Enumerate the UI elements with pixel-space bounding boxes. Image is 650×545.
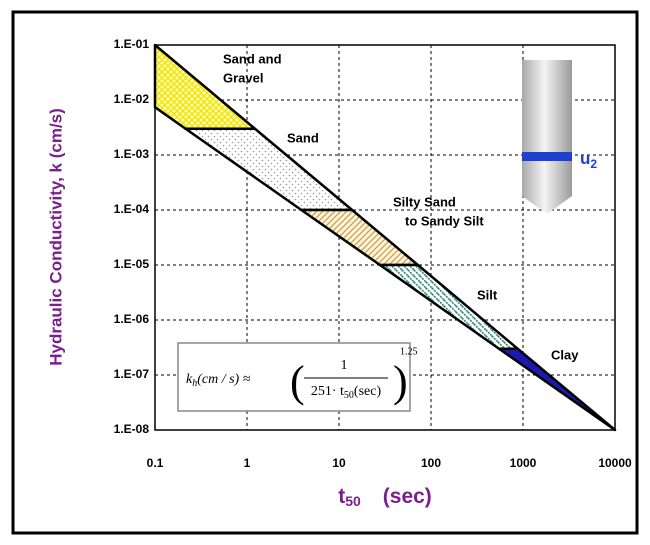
y-tick-label: 1.E-03 <box>114 147 150 161</box>
y-tick-label: 1.E-08 <box>114 422 150 436</box>
probe-body <box>522 60 572 196</box>
paren-left: ( <box>290 357 305 406</box>
y-axis-label: Hydraulic Conductivity, k (cm/s) <box>46 108 65 366</box>
y-tick-label: 1.E-06 <box>114 312 150 326</box>
zone-label: Sand and <box>223 51 282 66</box>
paren-right: ) <box>393 357 408 406</box>
x-tick-label: 10 <box>332 456 346 470</box>
zone-label: Gravel <box>223 70 263 85</box>
formula-numerator: 1 <box>341 358 348 373</box>
formula-box: kh(cm / s) ≈ ( ) 1 251· t50(sec) 1.25 <box>178 343 418 411</box>
y-tick-label: 1.E-07 <box>114 367 150 381</box>
zone-label: to Sandy Silt <box>405 213 484 228</box>
y-tick-label: 1.E-05 <box>114 257 150 271</box>
formula-exponent: 1.25 <box>400 346 418 357</box>
zone-label: Sand <box>287 130 319 145</box>
zone-label: Silt <box>477 287 498 302</box>
x-tick-label: 100 <box>421 456 441 470</box>
x-tick-label: 1000 <box>510 456 537 470</box>
x-tick-label: 10000 <box>598 456 632 470</box>
chart: Hydraulic Conductivity, k (cm/s) t50(sec… <box>0 0 650 545</box>
probe-filter <box>522 152 572 161</box>
x-tick-label: 0.1 <box>147 456 164 470</box>
zone-label: Silty Sand <box>393 194 456 209</box>
y-tick-label: 1.E-02 <box>114 92 150 106</box>
zone-label: Clay <box>551 347 579 362</box>
x-tick-label: 1 <box>244 456 251 470</box>
y-tick-label: 1.E-04 <box>114 202 150 216</box>
y-tick-label: 1.E-01 <box>114 37 150 51</box>
